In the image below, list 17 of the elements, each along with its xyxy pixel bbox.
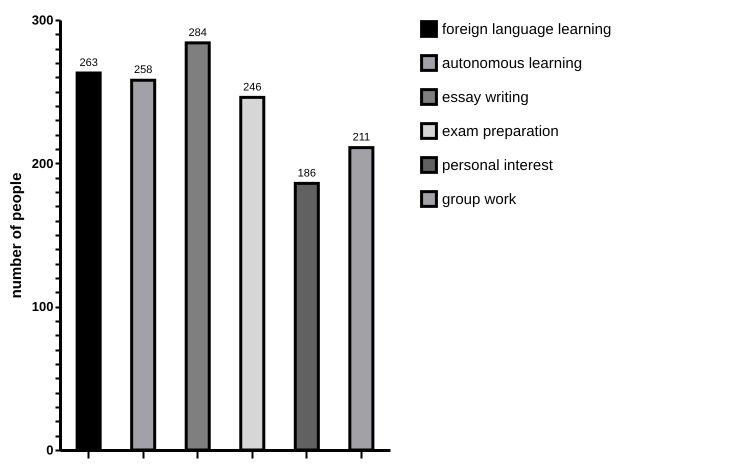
data-label: 258 (134, 64, 152, 76)
legend-label: group work (442, 191, 517, 208)
legend-label: personal interest (442, 157, 554, 174)
data-label: 263 (79, 57, 98, 70)
data-label: 211 (352, 132, 370, 144)
legend-label: foreign language learning (442, 21, 612, 38)
legend-label: exam preparation (442, 123, 559, 140)
y-tick-label: 300 (32, 12, 54, 28)
data-label: 246 (243, 81, 262, 94)
data-label: 284 (188, 26, 207, 39)
y-tick-label: 100 (32, 299, 54, 314)
data-label: 186 (298, 167, 316, 180)
legend-label: autonomous learning (442, 55, 582, 72)
y-tick-label: 0 (46, 442, 54, 458)
y-axis-title: number of people (8, 172, 25, 298)
y-tick-label: 200 (32, 156, 54, 171)
legend-label: essay writing (442, 89, 529, 106)
